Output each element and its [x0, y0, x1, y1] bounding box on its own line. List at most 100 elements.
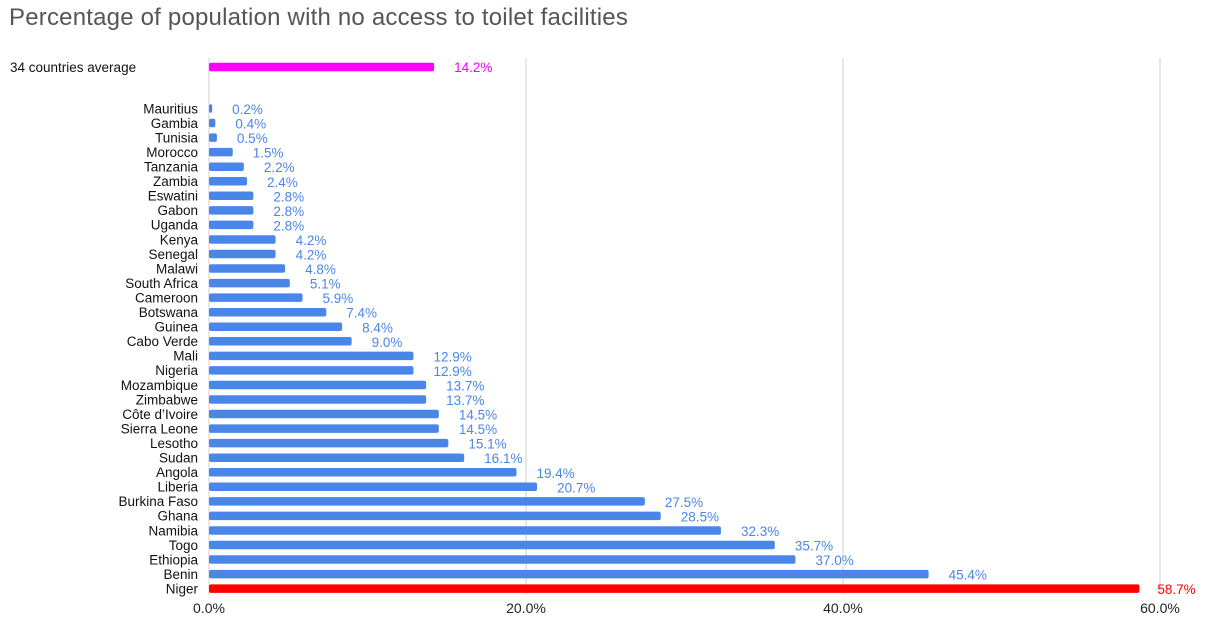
category-label: Niger	[166, 581, 199, 596]
data-label: 37.0%	[815, 553, 853, 568]
category-label: Uganda	[151, 218, 199, 233]
category-label: Ghana	[157, 509, 198, 524]
category-label: Mali	[173, 349, 198, 364]
category-label: Eswatini	[148, 189, 198, 204]
x-tick-label: 20.0%	[506, 600, 546, 616]
bar[interactable]	[209, 278, 290, 288]
data-label: 45.4%	[949, 568, 987, 583]
bar[interactable]	[209, 206, 254, 215]
data-label: 58.7%	[1157, 582, 1195, 597]
category-label: Namibia	[148, 523, 198, 538]
data-label: 13.7%	[446, 393, 484, 408]
bar[interactable]	[209, 337, 352, 346]
bar[interactable]	[209, 249, 276, 259]
category-label: Botswana	[139, 305, 199, 320]
category-label: Malawi	[156, 261, 198, 276]
category-label: Cabo Verde	[127, 334, 198, 349]
category-label: Tunisia	[155, 130, 199, 145]
average-data-label: 14.2%	[454, 60, 492, 75]
data-label: 5.9%	[323, 291, 354, 306]
category-label: Tanzania	[144, 160, 199, 175]
bar[interactable]	[209, 453, 465, 462]
category-label: Angola	[156, 465, 199, 480]
category-label: Côte d’Ivoire	[122, 407, 198, 422]
bar[interactable]	[209, 584, 1140, 593]
data-label: 20.7%	[557, 480, 595, 495]
x-tick-label: 0.0%	[193, 600, 225, 616]
category-label: Senegal	[148, 247, 198, 262]
bar[interactable]	[209, 569, 929, 579]
x-tick-label: 60.0%	[1140, 600, 1180, 616]
category-label: Nigeria	[155, 363, 198, 378]
bar[interactable]	[209, 118, 216, 128]
data-label: 4.2%	[296, 233, 327, 248]
data-label: 4.2%	[296, 248, 327, 263]
data-label: 8.4%	[362, 320, 393, 335]
category-label: Mauritius	[143, 101, 198, 116]
data-label: 15.1%	[468, 437, 506, 452]
data-label: 2.8%	[273, 189, 304, 204]
bar[interactable]	[209, 104, 213, 113]
chart-title: Percentage of population with no access …	[9, 4, 629, 31]
data-label: 4.8%	[305, 262, 336, 277]
bar[interactable]	[209, 497, 645, 506]
category-label: Benin	[163, 567, 198, 582]
bar[interactable]	[209, 409, 439, 419]
bar[interactable]	[209, 191, 254, 201]
bar[interactable]	[209, 147, 233, 157]
category-label: Liberia	[157, 480, 198, 495]
data-label: 32.3%	[741, 524, 779, 539]
category-label: Cameroon	[135, 290, 198, 305]
category-label: Mozambique	[121, 378, 198, 393]
data-label: 0.4%	[235, 117, 266, 132]
category-label: Gambia	[151, 116, 199, 131]
bar[interactable]	[209, 307, 327, 317]
category-label: Zambia	[153, 174, 199, 189]
bar[interactable]	[209, 424, 439, 433]
data-label: 12.9%	[433, 364, 471, 379]
bar[interactable]	[209, 366, 414, 375]
data-label: 9.0%	[372, 335, 403, 350]
data-label: 19.4%	[536, 466, 574, 481]
category-label: Guinea	[154, 320, 198, 335]
bar[interactable]	[209, 322, 343, 332]
category-label: Togo	[169, 538, 198, 553]
bar[interactable]	[209, 133, 217, 142]
bar[interactable]	[209, 380, 427, 390]
bar[interactable]	[209, 511, 661, 521]
data-label: 13.7%	[446, 378, 484, 393]
bar[interactable]	[209, 235, 276, 244]
category-label: Zimbabwe	[136, 392, 198, 407]
data-label: 5.1%	[310, 277, 341, 292]
bar[interactable]	[209, 293, 303, 302]
data-label: 2.2%	[264, 160, 295, 175]
bar[interactable]	[209, 162, 244, 171]
data-label: 2.8%	[273, 218, 304, 233]
data-label: 0.2%	[232, 102, 263, 117]
average-bar[interactable]	[209, 62, 435, 72]
data-label: 7.4%	[346, 306, 377, 321]
bar[interactable]	[209, 177, 248, 186]
bar[interactable]	[209, 220, 254, 230]
category-label: Sierra Leone	[121, 421, 198, 436]
bar[interactable]	[209, 526, 721, 535]
bar[interactable]	[209, 264, 286, 273]
x-tick-label: 40.0%	[823, 600, 863, 616]
data-label: 1.5%	[253, 146, 284, 161]
data-label: 12.9%	[433, 349, 471, 364]
data-label: 27.5%	[665, 495, 703, 510]
category-label: Ethiopia	[149, 552, 198, 567]
data-label: 28.5%	[681, 509, 719, 524]
bar[interactable]	[209, 468, 517, 477]
category-label: Morocco	[146, 145, 198, 160]
data-label: 0.5%	[237, 131, 268, 146]
bar[interactable]	[209, 395, 427, 404]
bar[interactable]	[209, 438, 449, 448]
bar[interactable]	[209, 482, 538, 492]
category-label: Gabon	[157, 203, 198, 218]
bar[interactable]	[209, 351, 414, 361]
bar[interactable]	[209, 540, 775, 550]
bar[interactable]	[209, 555, 796, 564]
data-label: 2.8%	[273, 204, 304, 219]
